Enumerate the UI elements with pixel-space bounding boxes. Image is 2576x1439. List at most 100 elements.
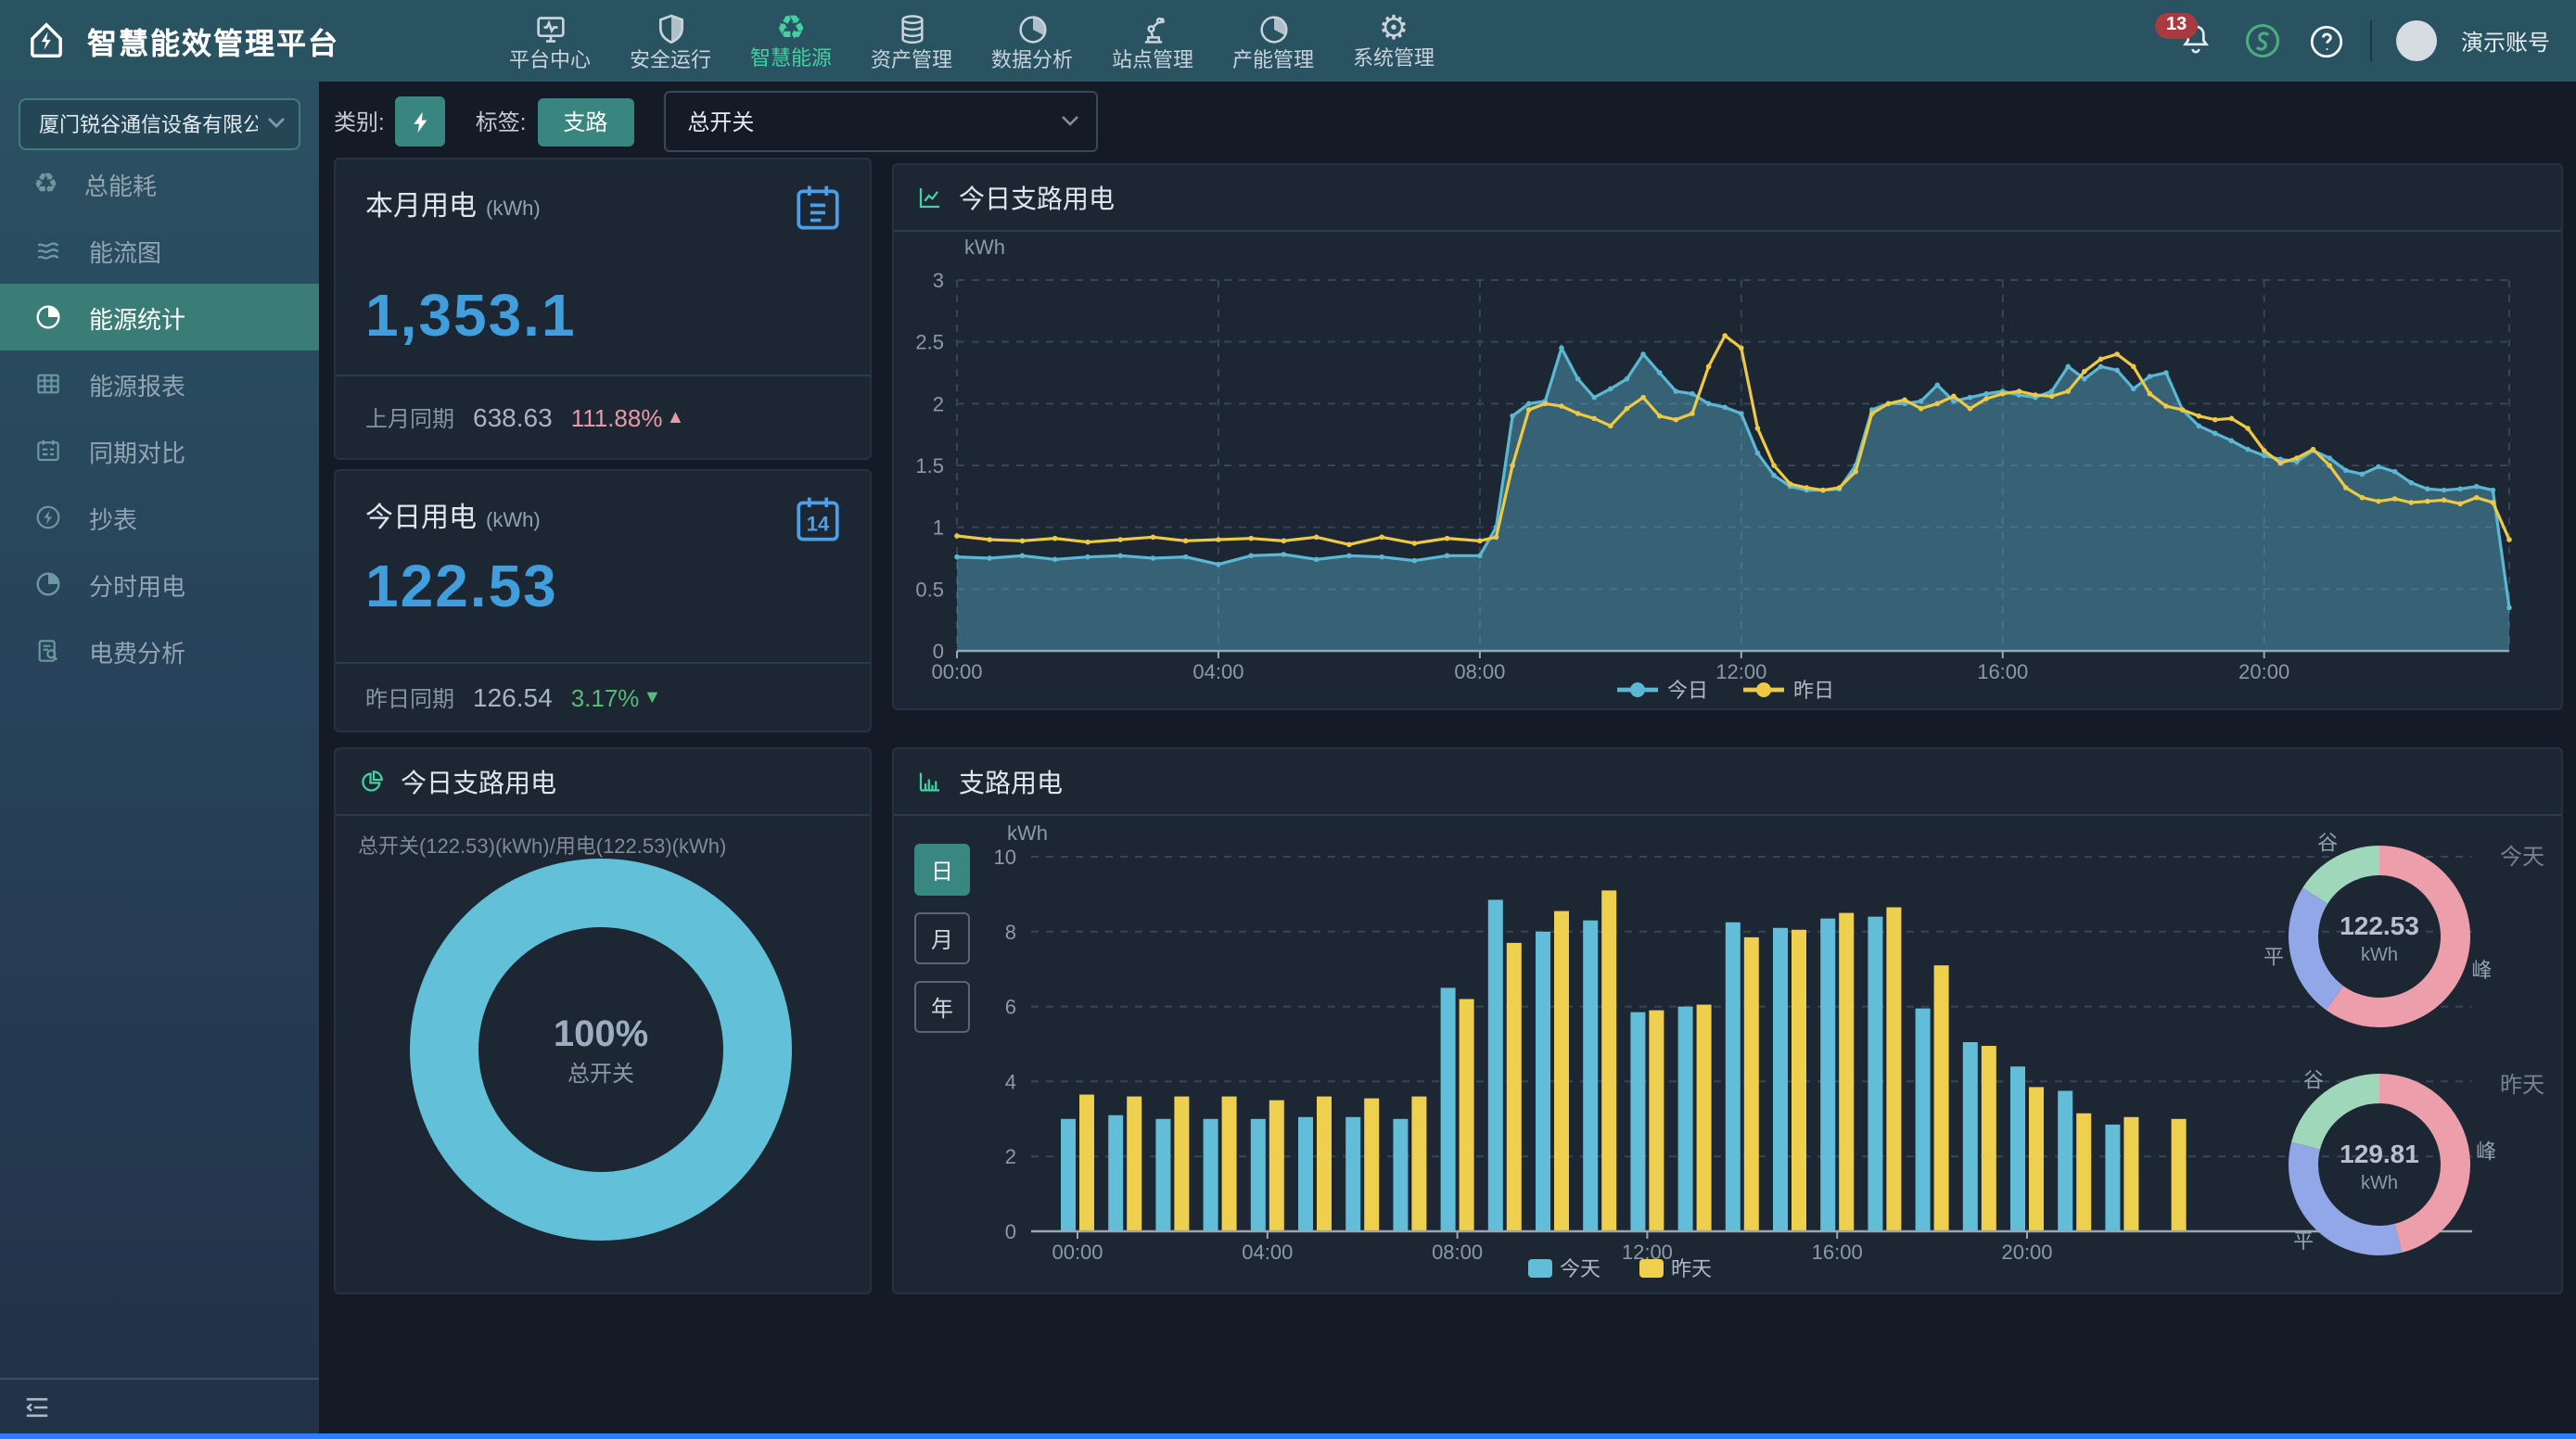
switch-select-value: 总开关 [687, 109, 755, 135]
range-year-button[interactable]: 年 [914, 981, 970, 1033]
legend-item[interactable]: 今天 [1560, 1257, 1600, 1280]
electricity-category-button[interactable] [395, 96, 446, 146]
bar-昨天-06:00 [1364, 1098, 1380, 1231]
main-content: 类别: 标签: 支路 总开关 本月用电 (kWh) [319, 82, 2576, 1439]
sidebar-item-energy-flow[interactable]: 能流图 [0, 217, 319, 284]
switch-select[interactable]: 总开关 [663, 91, 1098, 152]
bar-昨天-16:00 [1839, 912, 1855, 1231]
svg-text:2: 2 [1005, 1145, 1016, 1168]
bar-昨天-15:00 [1792, 929, 1806, 1231]
panel-header: 今日支路用电 [894, 165, 2561, 232]
flow-icon [33, 236, 63, 265]
ring-slice-峰 [2326, 846, 2470, 1027]
donut-center-value: 100% [554, 1013, 648, 1054]
svg-text:4: 4 [1005, 1070, 1016, 1093]
gear-icon: ⚙ [1378, 9, 1409, 46]
doc-search-icon [33, 636, 63, 666]
shield-icon [652, 10, 689, 47]
today-branch-donut-card: 今日支路用电 总开关(122.53)(kWh)/用电(122.53)(kWh) … [334, 747, 872, 1294]
nav-item-site-management[interactable]: 站点管理 [1092, 0, 1213, 82]
help-icon[interactable] [2307, 21, 2346, 60]
bar-昨天-14:00 [1743, 936, 1759, 1231]
svg-text:0: 0 [1005, 1220, 1016, 1243]
brand: 智慧能效管理平台 [22, 0, 339, 82]
y-axis-unit: kWh [1007, 821, 1048, 845]
sidebar-item-label: 抄表 [89, 505, 138, 533]
svg-text:20:00: 20:00 [2001, 1241, 2052, 1264]
svg-text:0.5: 0.5 [915, 578, 944, 601]
bar-昨天-05:00 [1317, 1096, 1332, 1231]
nav-item-data-analysis[interactable]: 数据分析 [972, 0, 1092, 82]
bar-昨天-02:00 [1174, 1096, 1190, 1231]
avatar[interactable] [2395, 20, 2437, 61]
bar-今天-16:00 [1820, 918, 1836, 1231]
nav-item-platform-center[interactable]: 平台中心 [490, 0, 610, 82]
sidebar: 厦门锐谷通信设备有限公司 ♻ 总能耗 能流图 [0, 82, 319, 1439]
branch-tag-button[interactable]: 支路 [537, 97, 634, 146]
bar-昨天-20:00 [2029, 1087, 2044, 1231]
month-usage-card: 本月用电 (kWh) 1,353.1 上月同期 638.63 111.88% ▲ [334, 158, 872, 460]
bar-昨天-10:00 [1554, 911, 1569, 1231]
ring-slice-峰 [2378, 1074, 2470, 1253]
bar-今天-21:00 [2058, 1090, 2073, 1231]
company-select[interactable]: 厦门锐谷通信设备有限公司 [19, 98, 300, 150]
total-switch-donut-chart[interactable]: 100% 总开关 [336, 816, 870, 1296]
change-percent: 3.17% ▼ [570, 683, 662, 711]
account-name[interactable]: 演示账号 [2460, 29, 2550, 55]
series-昨日 [956, 333, 2511, 546]
sidebar-item-energy-statistics[interactable]: 能源统计 [0, 284, 319, 350]
pie-slice-icon [358, 768, 386, 796]
panel-header: 支路用电 [894, 749, 2561, 816]
svg-text:谷: 谷 [2317, 831, 2338, 854]
nav-item-asset-management[interactable]: 资产管理 [851, 0, 972, 82]
bolt-circle-icon [33, 503, 63, 532]
svg-text:14: 14 [807, 512, 830, 535]
bar-昨天-13:00 [1696, 1004, 1712, 1231]
legend-item[interactable]: 昨天 [1671, 1257, 1712, 1280]
range-month-button[interactable]: 月 [914, 912, 970, 964]
nav-label: 数据分析 [991, 49, 1073, 71]
today-branch-line-chart[interactable]: kWh 0 0.5 1 1.5 2 2.5 3 00:00 04:00 08:00 12:00 16:0… [894, 232, 2565, 712]
legend-item[interactable]: 昨日 [1793, 679, 1834, 702]
today-usage-card: 今日用电 (kWh) 14 122.53 昨日同期 126.54 3.17% ▼ [334, 469, 872, 732]
link-status-icon[interactable] [2242, 20, 2283, 61]
nav-label: 产能管理 [1232, 49, 1314, 71]
ring-center-value: 129.81 [2340, 1140, 2419, 1168]
compare-label: 昨日同期 [365, 685, 455, 711]
sidebar-item-energy-report[interactable]: 能源报表 [0, 350, 319, 417]
change-percent: 111.88% ▲ [570, 403, 685, 431]
nav-item-safe-operation[interactable]: 安全运行 [610, 0, 731, 82]
card-title: 本月用电 [365, 191, 478, 223]
nav-item-smart-energy[interactable]: ♻ 智慧能源 [731, 0, 851, 82]
sidebar-item-label: 电费分析 [89, 639, 186, 667]
svg-text:08:00: 08:00 [1432, 1241, 1483, 1264]
svg-text:1.5: 1.5 [915, 454, 944, 478]
legend-item[interactable]: 今日 [1667, 679, 1708, 702]
line-chart-icon [916, 184, 944, 211]
bar-今天-04:00 [1250, 1118, 1266, 1231]
sidebar-item-tariff-analysis[interactable]: 电费分析 [0, 618, 319, 684]
donut-ring [410, 859, 792, 1241]
ring-slice-平 [2289, 1141, 2403, 1255]
sidebar-item-meter-reading[interactable]: 抄表 [0, 484, 319, 551]
month-usage-value: 1,353.1 [365, 282, 577, 349]
nav-label: 系统管理 [1353, 48, 1435, 70]
bar-今天-02:00 [1155, 1118, 1171, 1231]
nav-item-system-management[interactable]: ⚙ 系统管理 [1333, 0, 1454, 82]
sidebar-item-total-energy[interactable]: ♻ 总能耗 [0, 150, 319, 217]
sidebar-item-time-of-use[interactable]: 分时用电 [0, 551, 319, 618]
nav-item-capacity-management[interactable]: 产能管理 [1213, 0, 1333, 82]
ring-side-label: 昨天 [2500, 1073, 2544, 1098]
svg-text:20:00: 20:00 [2238, 660, 2289, 683]
range-day-button[interactable]: 日 [914, 844, 970, 896]
app-title: 智慧能效管理平台 [87, 30, 340, 61]
collapse-sidebar-icon[interactable] [22, 1393, 52, 1422]
svg-text:04:00: 04:00 [1192, 660, 1243, 683]
company-select-value: 厦门锐谷通信设备有限公司 [39, 115, 258, 137]
notifications-button[interactable]: 13 [2154, 13, 2218, 63]
bar-今天-03:00 [1203, 1118, 1218, 1231]
sidebar-item-period-compare[interactable]: 同期对比 [0, 417, 319, 484]
pie-chart-icon [1014, 10, 1051, 47]
compare-label: 上月同期 [365, 405, 455, 431]
